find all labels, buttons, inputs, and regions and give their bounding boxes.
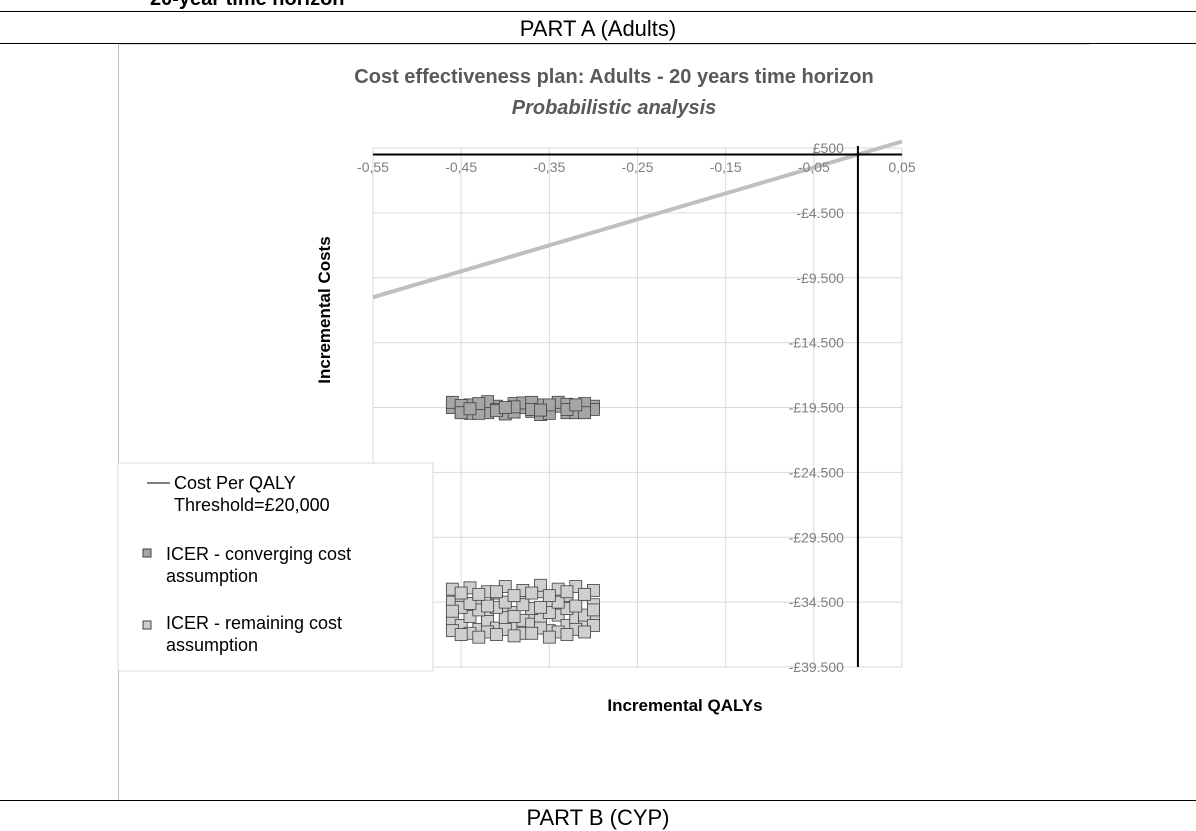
x-tick-label: -0,35	[533, 159, 565, 175]
icer-remaining-marker	[525, 626, 539, 640]
top-rule	[0, 11, 1196, 12]
y-tick-label: -£39.500	[789, 659, 844, 675]
y-tick-label: -£4.500	[796, 205, 844, 221]
legend-converging-label: ICER - converging cost assumption	[166, 544, 356, 586]
icer-remaining-marker	[507, 589, 521, 603]
icer-remaining-marker	[587, 603, 600, 617]
x-tick-label: -0,45	[445, 159, 477, 175]
icer-remaining-marker	[454, 586, 468, 600]
y-tick-label: -£24.500	[789, 464, 844, 480]
part-a-rule	[0, 43, 1196, 44]
icer-converging-marker	[534, 403, 547, 417]
icer-converging-marker	[569, 398, 583, 412]
legend-remaining-label: ICER - remaining cost assumption	[166, 613, 347, 655]
part-a-heading: PART A (Adults)	[519, 16, 677, 41]
legend-remaining-swatch	[142, 620, 152, 630]
icer-remaining-marker	[490, 585, 503, 599]
icer-remaining-marker	[560, 628, 574, 641]
legend: Cost Per QALY Threshold=£20,000 ICER - c…	[117, 462, 434, 672]
icer-remaining-marker	[542, 630, 556, 644]
icer-remaining-marker	[569, 599, 583, 613]
icer-remaining-marker	[481, 599, 495, 613]
threshold-line	[372, 139, 903, 300]
icer-converging-marker	[463, 402, 477, 416]
x-tick-label: -0,05	[798, 159, 830, 175]
x-tick-label: -0,55	[357, 159, 389, 175]
y-tick-label: -£19.500	[789, 400, 844, 416]
icer-remaining-marker	[472, 630, 486, 644]
y-tick-label: £500	[813, 140, 844, 156]
x-tick-label: -0,15	[710, 159, 742, 175]
cut-off-heading: 20-year time horizon	[150, 0, 345, 11]
axes	[373, 146, 902, 667]
icer-remaining-marker	[560, 585, 574, 599]
y-axis-label: Incremental Costs	[315, 236, 334, 383]
icer-remaining-marker	[445, 604, 459, 618]
icer-remaining-marker	[578, 587, 591, 601]
icer-remaining-marker	[490, 628, 503, 641]
icer-remaining-marker	[534, 600, 547, 614]
icer-converging-marker	[498, 401, 512, 414]
y-tick-label: -£14.500	[789, 335, 844, 351]
legend-threshold-label: Cost Per QALY Threshold=£20,000	[174, 473, 330, 515]
icer-remaining-marker	[578, 625, 591, 639]
chart-subtitle: Probabilistic analysis	[512, 97, 717, 119]
legend-box	[117, 462, 434, 672]
y-tick-label: -£29.500	[789, 529, 844, 545]
icer-remaining-marker	[525, 586, 539, 600]
x-tick-label: 0,05	[888, 159, 915, 175]
icer-remaining-marker	[472, 587, 486, 601]
part-b-heading: PART B (CYP)	[526, 805, 670, 830]
icer-remaining-marker	[454, 628, 468, 641]
chart-area-frame	[118, 44, 1089, 801]
x-tick-label: -0,25	[622, 159, 654, 175]
tick-labels: -0,55 -0,45 -0,35 -0,25 -0,15 -0,05 0,05 £500 -£…	[357, 140, 916, 675]
y-tick-label: -£34.500	[789, 594, 844, 610]
gridlines	[372, 147, 903, 668]
threshold-line-group	[372, 139, 903, 300]
icer-remaining-marker	[542, 589, 556, 603]
chart-title: Cost effectiveness plan: Adults - 20 yea…	[354, 66, 873, 88]
data-markers	[445, 395, 600, 644]
icer-remaining-marker	[507, 629, 521, 643]
x-axis-label: Incremental QALYs	[607, 696, 762, 715]
y-tick-label: -£9.500	[796, 270, 844, 286]
legend-converging-swatch	[142, 548, 152, 558]
part-b-rule	[0, 800, 1196, 801]
icer-remaining-marker	[507, 609, 521, 623]
